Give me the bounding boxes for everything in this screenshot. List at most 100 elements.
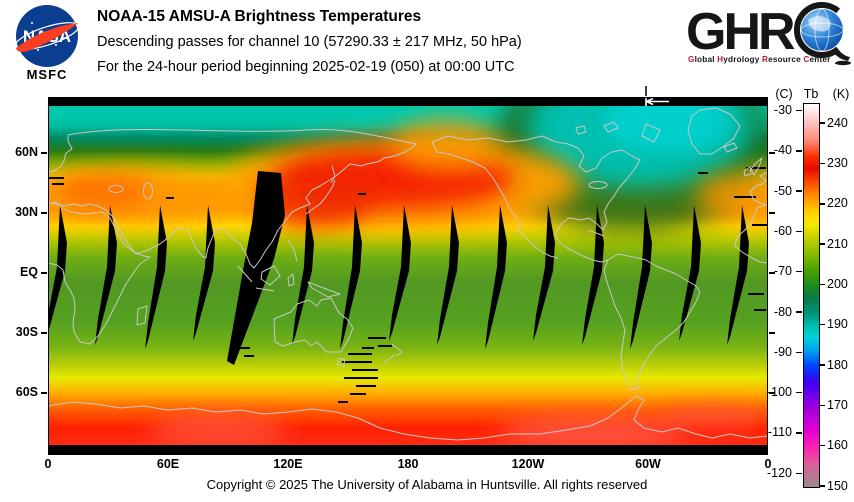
lon-label-60E-1: 60E [156, 457, 180, 471]
lon-label-60W-5: 60W [635, 457, 661, 471]
brightness-temperature-map [48, 86, 768, 455]
missing-scanline-dash [748, 293, 764, 295]
cbar-label-k-220: 220 [827, 196, 848, 211]
missing-scanline-dash [338, 401, 348, 403]
cbar-label-c--110: -110 [767, 425, 792, 440]
swath-gap [485, 205, 507, 349]
cbar-label-c--100: -100 [766, 385, 792, 400]
cbar-tick-c [796, 311, 802, 313]
swath-gap [727, 205, 749, 345]
swath-gaps [49, 167, 767, 403]
cbar-tick-k [819, 243, 825, 245]
lat-tick-left [41, 392, 47, 394]
map-plot-area [48, 86, 768, 455]
page-title: NOAA-15 AMSU-A Brightness Temperatures [97, 8, 422, 25]
missing-scanline-dash [236, 347, 250, 349]
page-subtitle-channel: Descending passes for channel 10 (57290.… [97, 34, 522, 50]
missing-scanline-dash [244, 355, 254, 357]
ghrc-logo-text: GHR [688, 3, 795, 61]
lat-tick-right [769, 212, 775, 214]
missing-scanline-dash [746, 167, 766, 169]
missing-scanline-dash [350, 393, 366, 395]
ghrc-logo-icon: GHR Global Hydrology Resource Center [688, 2, 851, 66]
cbar-label-c--30: -30 [773, 102, 792, 117]
swath-gap [49, 205, 67, 330]
colorbar-header-kelvin: (K) [832, 87, 850, 101]
missing-scanline-dash [752, 224, 767, 226]
swath-gap [95, 205, 117, 345]
cbar-tick-k [819, 444, 825, 447]
cbar-tick-k [819, 203, 825, 205]
lon-label-120W-4: 120W [511, 457, 545, 471]
swath-gap [340, 205, 362, 349]
missing-scanline-dash [166, 197, 174, 199]
swath-gap [145, 205, 167, 349]
lat-tick-right [769, 152, 775, 154]
lat-label-EQ: EQ [19, 265, 38, 279]
swath-gap [389, 205, 411, 341]
cbar-tick-k [819, 283, 825, 286]
missing-scanline-dash [698, 172, 708, 174]
cbar-label-c--70: -70 [773, 264, 792, 279]
copyright-text: Copyright © 2025 The University of Alaba… [206, 477, 648, 492]
cbar-tick-k [819, 404, 825, 407]
swath-gap [679, 205, 701, 341]
swath-gap [630, 205, 652, 349]
cbar-label-k-170: 170 [827, 397, 848, 412]
missing-scanline-dash [342, 361, 372, 363]
cbar-label-c--80: -80 [773, 304, 792, 319]
cbar-label-k-240: 240 [827, 115, 848, 130]
south-polar-no-data-strip [49, 445, 767, 454]
cbar-label-k-200: 200 [827, 276, 848, 291]
lat-tick-right [769, 272, 775, 274]
ghrc-logo-subtitle: Global Hydrology Resource Center [688, 55, 831, 64]
missing-scanline-dash [356, 385, 376, 387]
cbar-label-c--90: -90 [773, 344, 792, 359]
cbar-label-k-210: 210 [827, 236, 848, 251]
lat-tick-left [41, 152, 47, 154]
lat-label-30N: 30N [15, 205, 38, 219]
missing-scanline-dash [348, 353, 372, 355]
lon-label-0-6: 0 [764, 457, 772, 471]
cbar-label-c--50: -50 [773, 183, 792, 198]
missing-scanline-dash [49, 177, 64, 179]
swath-gap [193, 205, 215, 341]
swath-gap [437, 205, 459, 345]
missing-scanline-dash [52, 183, 64, 185]
wide-swath-gap [227, 171, 285, 365]
colorbar-header-celsius: (C) [775, 87, 793, 101]
cbar-label-k-190: 190 [827, 317, 848, 332]
swath-gap [533, 205, 555, 341]
cbar-label-k-160: 160 [827, 438, 848, 453]
cbar-tick-k [819, 323, 825, 326]
missing-scanline-dash [362, 347, 374, 349]
cbar-label-k-150: 150 [827, 478, 848, 493]
colorbar [803, 103, 820, 488]
missing-scanline-dash [358, 193, 366, 195]
lon-label-0-0: 0 [44, 457, 52, 471]
missing-scanline-dash [352, 369, 378, 371]
temperature-anomaly-blobs [49, 98, 767, 447]
lon-label-120E-2: 120E [273, 457, 303, 471]
lon-label-180-3: 180 [397, 457, 419, 471]
lat-label-60S: 60S [15, 385, 38, 399]
cbar-tick-c [796, 230, 802, 233]
lat-tick-right [769, 392, 775, 394]
page-subtitle-period: For the 24-hour period beginning 2025-02… [97, 59, 515, 75]
north-polar-no-data-strip [49, 98, 767, 106]
pass-start-arrow-icon [645, 98, 669, 106]
cbar-tick-c [796, 351, 802, 354]
cbar-tick-c [796, 472, 802, 475]
cbar-label-k-230: 230 [827, 155, 848, 170]
cbar-tick-c [796, 391, 802, 394]
cbar-tick-c [796, 109, 802, 112]
swath-gap [582, 205, 604, 345]
missing-scanline-dash [754, 309, 766, 311]
cbar-label-k-180: 180 [827, 357, 848, 372]
missing-scanline-dash [344, 377, 378, 379]
missing-scanline-dash [378, 345, 392, 347]
map-frame [48, 97, 768, 455]
msfc-caption: MSFC [26, 67, 68, 82]
cbar-label-c--40: -40 [773, 143, 792, 158]
